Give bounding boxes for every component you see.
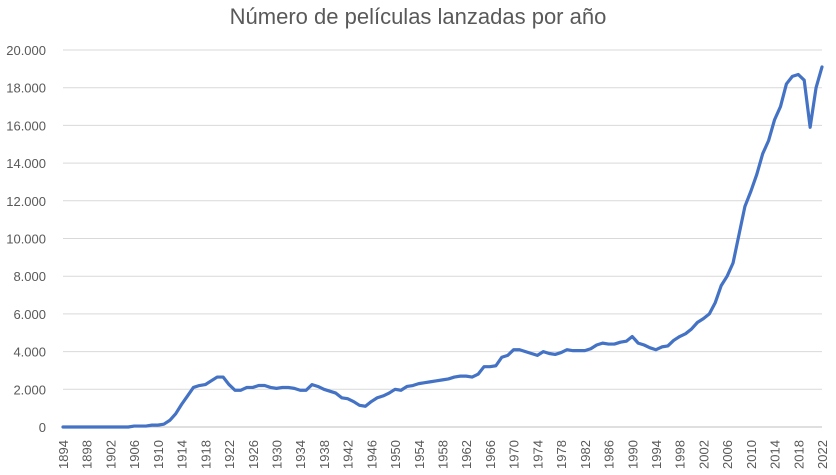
x-tick-label: 2022: [815, 440, 830, 469]
series-line: [61, 65, 824, 429]
x-tick-label: 1922: [222, 440, 237, 469]
x-tick-label: 1910: [151, 440, 166, 469]
x-tick-label: 2018: [791, 440, 806, 469]
x-tick-label: 1954: [412, 440, 427, 469]
x-tick-label: 1998: [673, 440, 688, 469]
y-tick-label: 0: [39, 420, 46, 435]
x-tick-label: 1966: [483, 440, 498, 469]
x-tick-label: 1898: [80, 440, 95, 469]
x-tick-label: 1914: [175, 440, 190, 469]
x-tick-label: 2002: [696, 440, 711, 469]
x-tick-label: 1934: [293, 440, 308, 469]
x-tick-label: 1906: [127, 440, 142, 469]
y-tick-label: 8.000: [13, 269, 46, 284]
y-tick-label: 2.000: [13, 382, 46, 397]
y-tick-label: 18.000: [6, 81, 46, 96]
x-tick-label: 2010: [744, 440, 759, 469]
x-tick-label: 1970: [507, 440, 522, 469]
y-tick-label: 10.000: [6, 232, 46, 247]
x-tick-label: 1978: [554, 440, 569, 469]
x-tick-label: 1926: [246, 440, 261, 469]
x-tick-label: 1930: [269, 440, 284, 469]
x-tick-label: 2014: [768, 440, 783, 469]
y-tick-label: 20.000: [6, 43, 46, 58]
x-tick-label: 1982: [578, 440, 593, 469]
x-tick-label: 1962: [459, 440, 474, 469]
x-tick-label: 1938: [317, 440, 332, 469]
y-tick-label: 6.000: [13, 307, 46, 322]
x-tick-label: 1958: [436, 440, 451, 469]
x-tick-label: 1986: [602, 440, 617, 469]
x-tick-label: 1894: [56, 440, 71, 469]
y-tick-label: 12.000: [6, 194, 46, 209]
x-tick-label: 1902: [103, 440, 118, 469]
chart-title: Número de películas lanzadas por año: [229, 4, 607, 29]
x-tick-label: 1994: [649, 440, 664, 469]
x-tick-label: 1942: [341, 440, 356, 469]
x-tick-label: 1974: [530, 440, 545, 469]
y-tick-label: 14.000: [6, 156, 46, 171]
x-tick-label: 1990: [625, 440, 640, 469]
x-tick-label: 1946: [364, 440, 379, 469]
y-tick-label: 4.000: [13, 345, 46, 360]
x-tick-label: 1950: [388, 440, 403, 469]
x-tick-label: 1918: [198, 440, 213, 469]
x-tick-label: 2006: [720, 440, 735, 469]
y-tick-label: 16.000: [6, 118, 46, 133]
